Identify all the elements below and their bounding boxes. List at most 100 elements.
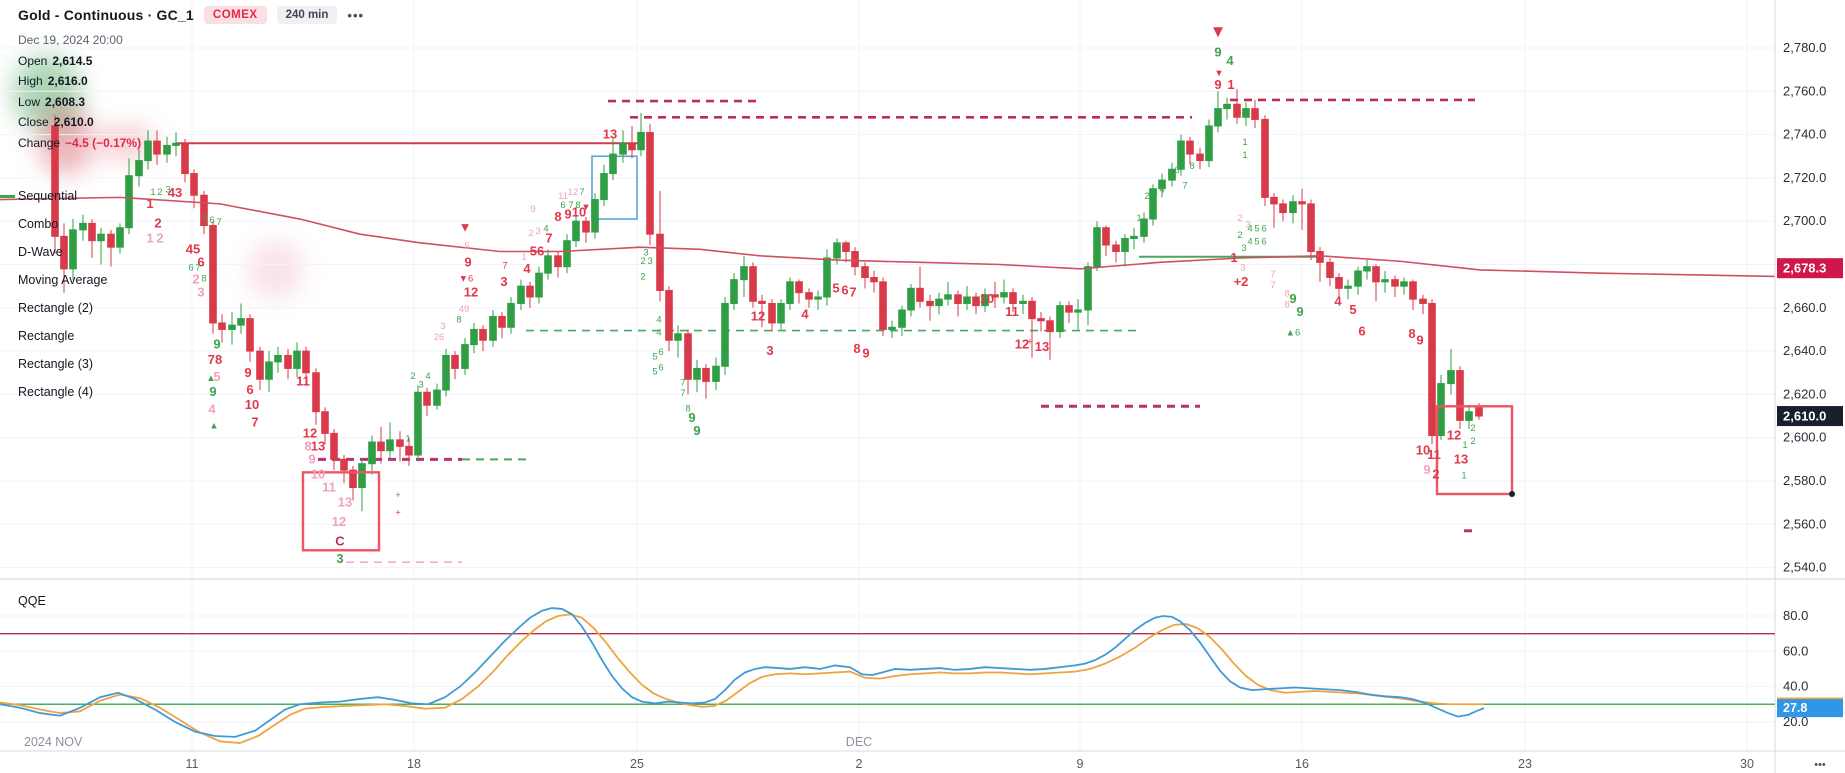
candle-body[interactable] bbox=[60, 235, 68, 270]
candle-body[interactable] bbox=[888, 326, 896, 330]
candle-body[interactable] bbox=[1009, 292, 1017, 304]
candle-body[interactable] bbox=[944, 294, 952, 300]
candle-body[interactable] bbox=[246, 318, 254, 352]
candle-body[interactable] bbox=[386, 439, 394, 452]
candle-body[interactable] bbox=[1000, 292, 1008, 298]
candle-body[interactable] bbox=[526, 285, 534, 298]
candle-body[interactable] bbox=[433, 389, 441, 406]
qqe-indicator-label[interactable]: QQE bbox=[18, 594, 46, 608]
indicator-item-moving-average[interactable]: Moving Average bbox=[0, 266, 107, 294]
candle-body[interactable] bbox=[498, 315, 506, 328]
candle-body[interactable] bbox=[656, 233, 664, 291]
candle-body[interactable] bbox=[954, 294, 962, 304]
candle-body[interactable] bbox=[302, 350, 310, 374]
candle-body[interactable] bbox=[851, 251, 859, 268]
candle-body[interactable] bbox=[749, 266, 757, 302]
candle-body[interactable] bbox=[1233, 103, 1241, 118]
candle-body[interactable] bbox=[833, 242, 841, 259]
candle-body[interactable] bbox=[1196, 153, 1204, 162]
candle-body[interactable] bbox=[442, 354, 450, 391]
candle-body[interactable] bbox=[321, 411, 329, 434]
candle-body[interactable] bbox=[163, 144, 171, 155]
candle-body[interactable] bbox=[423, 391, 431, 406]
candle-body[interactable] bbox=[554, 255, 562, 268]
candle-body[interactable] bbox=[274, 354, 282, 363]
candle-body[interactable] bbox=[181, 142, 189, 175]
indicator-item-rectangle-3-[interactable]: Rectangle (3) bbox=[0, 350, 107, 378]
candle-body[interactable] bbox=[507, 302, 515, 328]
candle-body[interactable] bbox=[172, 142, 180, 146]
candle-body[interactable] bbox=[563, 240, 571, 268]
candle-body[interactable] bbox=[377, 441, 385, 452]
candle-body[interactable] bbox=[842, 242, 850, 253]
candle-body[interactable] bbox=[79, 222, 87, 231]
candle-body[interactable] bbox=[1223, 103, 1231, 110]
indicator-item-rectangle[interactable]: Rectangle bbox=[0, 322, 107, 350]
candle-body[interactable] bbox=[107, 233, 115, 248]
candle-body[interactable] bbox=[312, 372, 320, 413]
indicator-item-rectangle-4-[interactable]: Rectangle (4) bbox=[0, 378, 107, 406]
interval-badge[interactable]: 240 min bbox=[276, 6, 338, 24]
candle-body[interactable] bbox=[200, 194, 208, 227]
indicator-item-rectangle-2-[interactable]: Rectangle (2) bbox=[0, 294, 107, 322]
candle-body[interactable] bbox=[479, 328, 487, 341]
candle-body[interactable] bbox=[396, 439, 404, 447]
candle-body[interactable] bbox=[116, 227, 124, 248]
indicator-item-combo[interactable]: Combo bbox=[0, 210, 107, 238]
candle-body[interactable] bbox=[265, 361, 273, 380]
drawing-anchor-dot[interactable] bbox=[1509, 490, 1515, 497]
candle-body[interactable] bbox=[1112, 244, 1120, 253]
candle-body[interactable] bbox=[153, 140, 161, 155]
candle-body[interactable] bbox=[1335, 276, 1343, 289]
candle-body[interactable] bbox=[879, 281, 887, 330]
candle-body[interactable] bbox=[1130, 235, 1138, 240]
candle-body[interactable] bbox=[1475, 405, 1483, 417]
candle-body[interactable] bbox=[795, 281, 803, 294]
candle-body[interactable] bbox=[907, 287, 915, 311]
candle-body[interactable] bbox=[135, 160, 143, 177]
candle-body[interactable] bbox=[1363, 266, 1371, 272]
candle-body[interactable] bbox=[1149, 188, 1157, 220]
candle-body[interactable] bbox=[702, 367, 710, 382]
candle-body[interactable] bbox=[1316, 251, 1324, 263]
candle-body[interactable] bbox=[777, 302, 785, 324]
candle-body[interactable] bbox=[1093, 227, 1101, 268]
candle-body[interactable] bbox=[461, 344, 469, 369]
candle-body[interactable] bbox=[1046, 320, 1054, 333]
candle-body[interactable] bbox=[1186, 140, 1194, 155]
candle-body[interactable] bbox=[88, 222, 96, 242]
candle-body[interactable] bbox=[1326, 261, 1334, 278]
candle-body[interactable] bbox=[609, 153, 617, 175]
rectangle-drawing-red[interactable] bbox=[301, 471, 381, 552]
candle-body[interactable] bbox=[489, 315, 497, 341]
candle-body[interactable] bbox=[1298, 201, 1306, 205]
candle-body[interactable] bbox=[144, 140, 152, 162]
candle-body[interactable] bbox=[1084, 266, 1092, 311]
candle-body[interactable] bbox=[935, 298, 943, 307]
candle-body[interactable] bbox=[712, 365, 720, 382]
candle-body[interactable] bbox=[823, 257, 831, 298]
candle-body[interactable] bbox=[1242, 108, 1250, 118]
candle-body[interactable] bbox=[991, 294, 999, 298]
candle-body[interactable] bbox=[1279, 203, 1287, 214]
candle-body[interactable] bbox=[218, 322, 226, 330]
candle-body[interactable] bbox=[582, 220, 590, 233]
candle-body[interactable] bbox=[470, 328, 478, 346]
candle-body[interactable] bbox=[1456, 370, 1464, 421]
candle-body[interactable] bbox=[1391, 279, 1399, 287]
candle-body[interactable] bbox=[628, 142, 636, 151]
candle-body[interactable] bbox=[535, 272, 543, 298]
candle-body[interactable] bbox=[926, 300, 934, 307]
candle-body[interactable] bbox=[730, 279, 738, 304]
candle-body[interactable] bbox=[665, 289, 673, 341]
indicator-item-d-wave[interactable]: D-Wave bbox=[0, 238, 107, 266]
candle-body[interactable] bbox=[209, 225, 217, 324]
candle-body[interactable] bbox=[228, 324, 236, 330]
candle-body[interactable] bbox=[340, 458, 348, 471]
candle-body[interactable] bbox=[1140, 218, 1148, 237]
candle-body[interactable] bbox=[1400, 281, 1408, 287]
candle-body[interactable] bbox=[544, 255, 552, 274]
candle-body[interactable] bbox=[637, 131, 645, 151]
candle-body[interactable] bbox=[1158, 179, 1166, 190]
